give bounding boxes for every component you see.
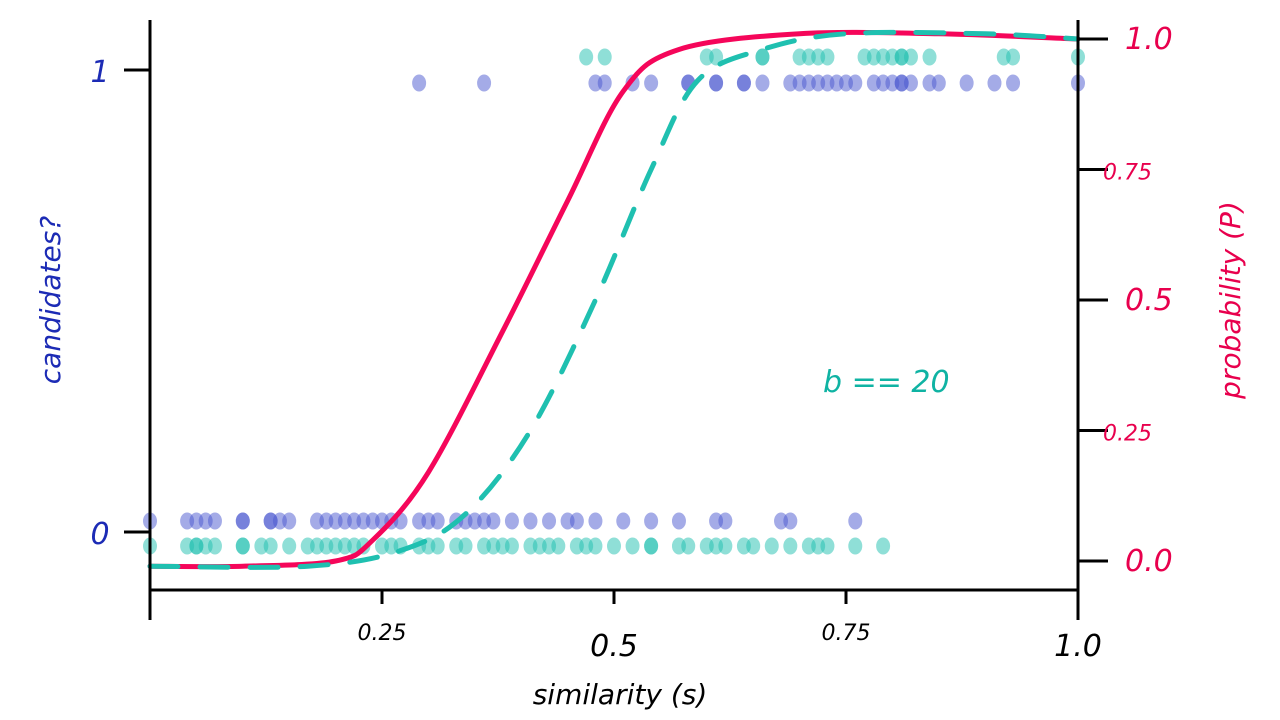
teal-point [848,537,863,555]
blue-point [931,74,946,92]
teal-point [922,48,937,66]
teal-point [820,48,835,66]
blue-point [569,512,584,530]
right-tick-label: 1.0 [1125,22,1173,57]
right-tick-label: 0.0 [1125,544,1173,579]
teal-point [607,537,621,555]
ticks: 0.25 0.5 0.75 1.0 0 1 0.0 0.25 0.5 0.75 1.0 [90,22,1172,664]
teal-point [625,537,640,555]
right-axis-label: probability (P) [1214,201,1247,400]
blue-point [644,512,659,530]
right-tick-label: 0.75 [1103,161,1152,186]
teal-point [709,48,724,66]
x-tick-label: 0.75 [822,621,871,646]
teal-point [263,537,278,555]
blue-point [597,74,612,92]
teal-point [588,537,603,555]
scatter-points [143,48,1085,555]
teal-point [458,537,473,555]
x-tick-label: 0.25 [358,621,407,646]
blue-point [848,74,863,92]
curves [147,29,1081,570]
teal-point [718,537,733,555]
teal-dashed-curve [147,29,1081,570]
left-tick-label: 0 [90,517,109,552]
teal-point [644,537,659,555]
blue-point [477,74,492,92]
blue-point [755,74,770,92]
teal-point [681,537,696,555]
blue-point [588,512,603,530]
blue-point [235,512,250,530]
blue-point [848,512,863,530]
blue-point [903,74,918,92]
blue-point [412,74,427,92]
teal-point [903,48,918,66]
blue-point [644,74,659,92]
teal-point [579,48,594,66]
teal-point [504,537,519,555]
blue-point [1006,74,1021,92]
blue-point [718,512,733,530]
right-tick-label: 0.5 [1125,283,1173,318]
blue-point [616,512,631,530]
teal-point [430,537,445,555]
x-tick-label: 0.5 [590,629,638,664]
blue-point [709,74,724,92]
teal-point [207,537,222,555]
blue-point [542,512,557,530]
blue-point [987,74,1002,92]
teal-point [876,537,891,555]
blue-point [504,512,519,530]
teal-point [1006,48,1021,66]
teal-point [235,537,250,555]
blue-point [207,512,222,530]
teal-point [746,537,761,555]
x-tick-label: 1.0 [1054,629,1102,664]
blue-point [430,512,445,530]
teal-point [764,537,779,555]
blue-point [282,512,297,530]
blue-point [959,74,974,92]
teal-point [282,537,297,555]
teal-point [783,537,798,555]
annotation-b: b == 20 [823,365,950,400]
teal-point [551,537,566,555]
blue-point [736,74,751,92]
teal-point [597,48,612,66]
left-axis-label: candidates? [34,216,67,385]
teal-point [820,537,835,555]
blue-point [486,512,501,530]
blue-point [671,512,686,530]
right-tick-label: 0.25 [1103,422,1152,447]
teal-point [755,48,770,66]
red-solid-curve [147,29,1081,570]
blue-point [523,512,538,530]
left-tick-label: 1 [90,55,109,90]
blue-point [783,512,798,530]
x-axis-label: similarity (s) [533,678,708,711]
